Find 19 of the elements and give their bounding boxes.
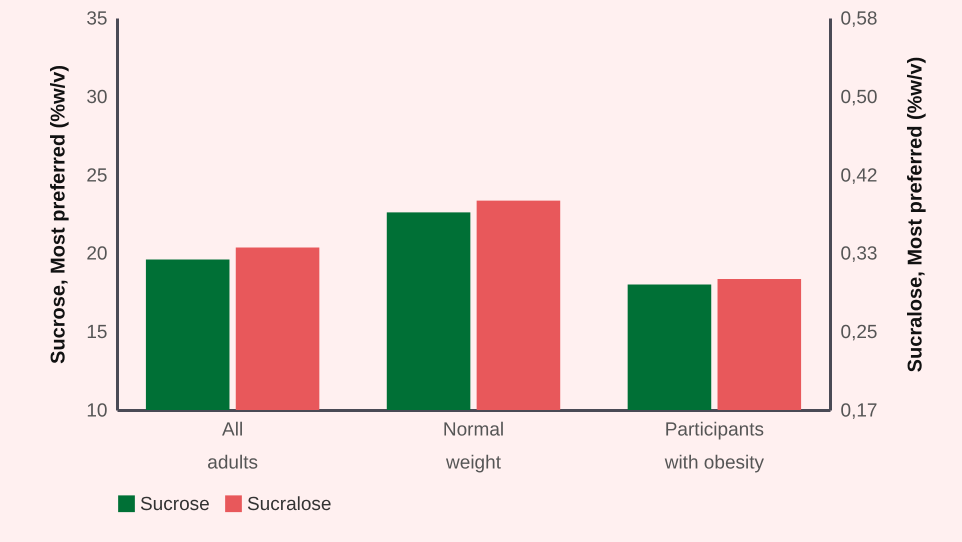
y2-tick-label: 0,17	[840, 400, 878, 422]
y-tick-label: 10	[86, 400, 108, 422]
y2-tick-label: 0,50	[840, 86, 878, 108]
y-tick-label: 15	[86, 322, 108, 344]
y2-tick-label: 0,25	[840, 322, 878, 344]
y-axis-title: Sucrose, Most preferred (%w/v)	[47, 65, 70, 364]
y-tick-label: 35	[86, 8, 108, 30]
y2-tick-label: 0,33	[840, 244, 878, 265]
legend-label: Sucralose	[247, 494, 332, 515]
y-tick-label: 30	[86, 86, 108, 108]
y-tick-label: 25	[86, 165, 108, 186]
legend-label: Sucrose	[140, 494, 210, 515]
y2-axis-title: Sucralose, Most preferred (%w/v)	[904, 56, 926, 372]
y-tick-label: 20	[86, 244, 108, 265]
y2-tick-label: 0,42	[840, 165, 878, 186]
y2-tick-label: 0,58	[840, 8, 878, 30]
x-tick-label: All adults	[207, 420, 258, 474]
x-tick-label: Normal weight	[442, 420, 504, 474]
x-tick-label: Participants with obesity	[664, 420, 765, 474]
